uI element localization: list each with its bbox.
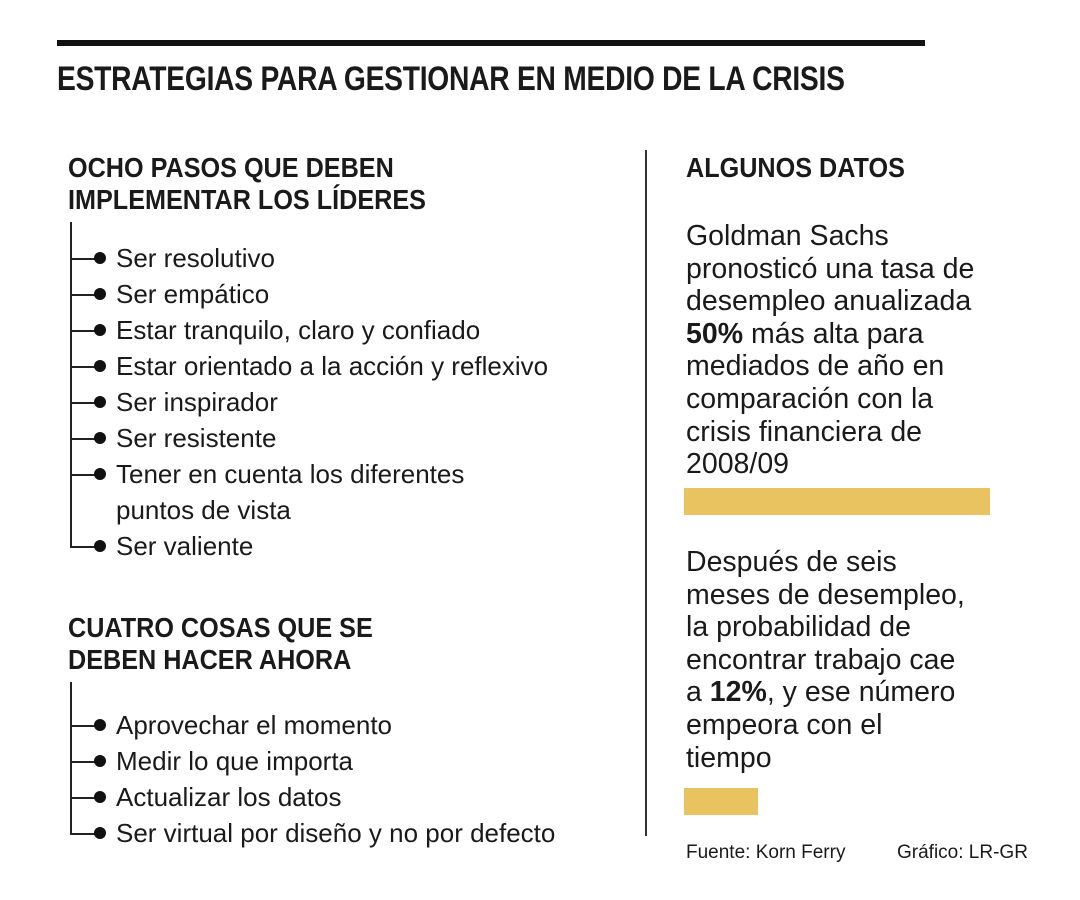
bullet-icon — [94, 540, 106, 552]
heading-line: CUATRO COSAS QUE SE — [68, 612, 373, 643]
heading-line: IMPLEMENTAR LOS LÍDERES — [68, 184, 426, 215]
list-item: Ser valiente — [70, 528, 548, 564]
bullet-icon — [94, 827, 106, 839]
section-heading-algunos-datos: ALGUNOS DATOS — [686, 152, 905, 183]
list-item: Ser resistente — [70, 420, 548, 456]
steps-list: Ser resolutivo Ser empático Estar tranqu… — [70, 222, 548, 564]
list-item: Ser empático — [70, 276, 548, 312]
fact-goldman-sachs: Goldman Sachs pronosticó una tasa de des… — [686, 220, 975, 481]
list-item: Ser inspirador — [70, 384, 548, 420]
actions-list: Aprovechar el momento Medir lo que impor… — [70, 682, 555, 851]
list-item: Medir lo que importa — [70, 743, 555, 779]
bullet-icon — [94, 396, 106, 408]
list-item: Actualizar los datos — [70, 779, 555, 815]
fact-bar-12 — [684, 788, 758, 815]
list-item: Tener en cuenta los diferentes puntos de … — [70, 456, 548, 528]
fact-bar-50 — [684, 488, 990, 515]
bullet-icon — [94, 432, 106, 444]
list-item: Estar orientado a la acción y reflexivo — [70, 348, 548, 384]
bullet-icon — [94, 719, 106, 731]
tree-line — [70, 682, 72, 833]
graphic-credit: Gráfico: LR-GR — [897, 842, 1028, 863]
page-title: ESTRATEGIAS PARA GESTIONAR EN MEDIO DE L… — [57, 60, 845, 98]
bullet-icon — [94, 324, 106, 336]
list-item: Ser resolutivo — [70, 240, 548, 276]
bullet-icon — [94, 468, 106, 480]
bullet-icon — [94, 755, 106, 767]
bullet-icon — [94, 791, 106, 803]
list-item: Estar tranquilo, claro y confiado — [70, 312, 548, 348]
bullet-icon — [94, 288, 106, 300]
source-credit: Fuente: Korn Ferry — [686, 842, 846, 863]
section-heading-cuatro-cosas: CUATRO COSAS QUE SE DEBEN HACER AHORA — [68, 612, 373, 676]
heading-line: DEBEN HACER AHORA — [68, 644, 352, 675]
tree-line — [70, 222, 72, 548]
heading-line: OCHO PASOS QUE DEBEN — [68, 152, 394, 183]
section-heading-ocho-pasos: OCHO PASOS QUE DEBEN IMPLEMENTAR LOS LÍD… — [68, 152, 426, 216]
list-item: Ser virtual por diseño y no por defecto — [70, 815, 555, 851]
list-item: Aprovechar el momento — [70, 707, 555, 743]
column-divider — [645, 150, 647, 836]
bullet-icon — [94, 252, 106, 264]
fact-probabilidad: Después de seis meses de desempleo, la p… — [686, 546, 965, 774]
top-rule — [57, 40, 925, 46]
bullet-icon — [94, 360, 106, 372]
